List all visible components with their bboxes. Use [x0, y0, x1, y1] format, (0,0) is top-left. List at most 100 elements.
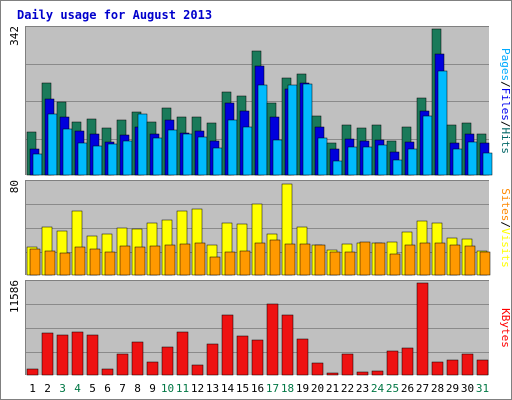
- legend-entry: /: [499, 121, 512, 128]
- x-tick-label: 23: [356, 382, 369, 395]
- bar-sites-day-17: [269, 239, 281, 276]
- bar-sites-day-18: [284, 243, 296, 276]
- bar-kbytes-day-4: [71, 331, 84, 376]
- bar-kbytes-day-21: [326, 372, 339, 376]
- x-tick-label: 20: [311, 382, 324, 395]
- bar-pages-day-23: [362, 146, 373, 176]
- bar-sites-day-20: [314, 244, 326, 276]
- x-tick-label: 10: [161, 382, 174, 395]
- bar-kbytes-day-23: [356, 371, 369, 376]
- bar-kbytes-day-20: [311, 362, 324, 376]
- x-tick-label: 15: [236, 382, 249, 395]
- bar-kbytes-day-31: [476, 359, 489, 376]
- bar-sites-day-26: [404, 244, 416, 276]
- bar-sites-day-11: [179, 243, 191, 276]
- bar-sites-day-8: [134, 246, 146, 276]
- x-tick-label: 1: [29, 382, 36, 395]
- legend-entry: Sites: [499, 188, 512, 221]
- bar-sites-day-12: [194, 242, 206, 276]
- bar-kbytes-day-11: [176, 331, 189, 376]
- bar-pages-day-8: [137, 113, 148, 176]
- bar-pages-day-19: [302, 83, 313, 176]
- x-tick-label: 8: [134, 382, 141, 395]
- x-tick-label: 21: [326, 382, 339, 395]
- bar-kbytes-day-7: [116, 353, 129, 376]
- bar-sites-day-10: [164, 244, 176, 276]
- bar-kbytes-day-13: [206, 343, 219, 376]
- x-tick-label: 18: [281, 382, 294, 395]
- x-tick-label: 4: [74, 382, 81, 395]
- bar-sites-day-19: [299, 243, 311, 276]
- bar-kbytes-day-3: [56, 334, 69, 376]
- bar-pages-day-31: [482, 152, 493, 176]
- bar-kbytes-day-8: [131, 341, 144, 376]
- legend-entry: Visits: [499, 228, 512, 268]
- x-axis-labels: 1 2 3 4 5 6 7 8 9 10 11 12 13 14 15 16 17 18 19 20 21 22 23 24 2…: [29, 382, 489, 395]
- bar-sites-day-29: [449, 244, 461, 276]
- bar-pages-day-2: [47, 113, 58, 176]
- bar-sites-day-23: [359, 241, 371, 276]
- y-max-label: 342: [8, 26, 21, 46]
- bar-sites-day-14: [224, 251, 236, 276]
- bar-pages-day-9: [152, 137, 163, 176]
- x-tick-label: 25: [386, 382, 399, 395]
- bar-kbytes-day-26: [401, 347, 414, 376]
- bar-sites-day-25: [389, 253, 401, 276]
- bar-sites-day-22: [344, 251, 356, 276]
- bar-pages-day-10: [167, 129, 178, 176]
- bar-kbytes-day-10: [161, 346, 174, 376]
- bar-sites-day-3: [59, 252, 71, 276]
- x-tick-label: 24: [371, 382, 385, 395]
- bar-kbytes-day-2: [41, 332, 54, 376]
- bar-pages-day-26: [407, 148, 418, 176]
- x-tick-label: 16: [251, 382, 264, 395]
- bar-kbytes-day-30: [461, 353, 474, 376]
- bar-sites-day-31: [479, 251, 491, 276]
- x-tick-label: 11: [176, 382, 189, 395]
- x-tick-label: 27: [416, 382, 429, 395]
- bar-pages-day-5: [92, 145, 103, 176]
- bar-sites-day-28: [434, 242, 446, 276]
- bar-sites-day-15: [239, 250, 251, 276]
- bar-kbytes-day-29: [446, 359, 459, 376]
- bar-sites-day-5: [89, 248, 101, 276]
- bar-sites-day-9: [149, 245, 161, 276]
- bar-kbytes-day-14: [221, 314, 234, 376]
- x-tick-label: 17: [266, 382, 279, 395]
- bar-pages-day-21: [332, 160, 343, 176]
- bar-pages-day-14: [227, 119, 238, 176]
- bar-pages-day-6: [107, 143, 118, 176]
- panel-hits: 342 Pages/Files/Hits: [8, 26, 512, 176]
- chart-title: Daily usage for August 2013: [17, 8, 212, 22]
- x-tick-label: 28: [431, 382, 444, 395]
- x-tick-label: 12: [191, 382, 204, 395]
- x-tick-label: 22: [341, 382, 354, 395]
- bar-pages-day-7: [122, 140, 133, 176]
- bar-kbytes-day-15: [236, 335, 249, 376]
- bar-pages-day-16: [257, 84, 268, 176]
- chart-panels: 342Pages/Files/Hits80Sites/Visits11586KB…: [8, 26, 512, 376]
- x-tick-label: 19: [296, 382, 309, 395]
- bar-kbytes-day-25: [386, 350, 399, 376]
- x-tick-label: 2: [44, 382, 51, 395]
- x-tick-label: 26: [401, 382, 414, 395]
- x-tick-label: 14: [221, 382, 235, 395]
- bar-pages-day-20: [317, 137, 328, 176]
- bar-pages-day-3: [62, 128, 73, 176]
- x-tick-label: 6: [104, 382, 111, 395]
- bar-kbytes-day-17: [266, 303, 279, 376]
- bar-sites-day-1: [29, 248, 41, 276]
- x-tick-label: 31: [476, 382, 489, 395]
- bar-pages-day-28: [437, 70, 448, 176]
- bar-kbytes-day-24: [371, 370, 384, 376]
- x-tick-label: 5: [89, 382, 96, 395]
- bar-pages-day-25: [392, 159, 403, 176]
- bar-pages-day-30: [467, 141, 478, 176]
- bar-sites-day-13: [209, 256, 221, 276]
- legend-hits: Pages/Files/Hits: [499, 48, 512, 154]
- bar-sites-day-30: [464, 245, 476, 276]
- bar-kbytes-day-28: [431, 361, 444, 376]
- bar-pages-day-29: [452, 148, 463, 176]
- y-max-label: 11586: [8, 280, 21, 313]
